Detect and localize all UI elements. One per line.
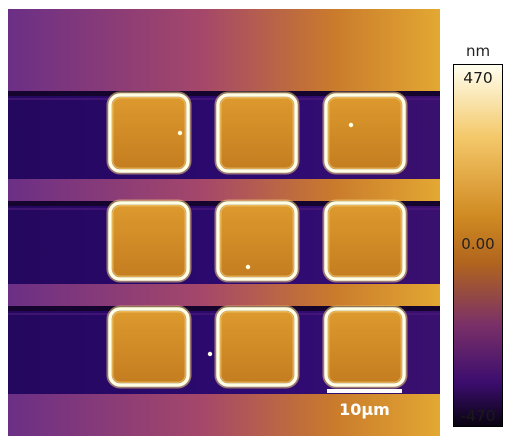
pad-rim xyxy=(324,93,406,173)
scale-bar xyxy=(327,389,402,393)
square-pad xyxy=(106,199,192,283)
pad-surface xyxy=(328,205,402,277)
pad-surface xyxy=(112,311,186,383)
pad-surface xyxy=(220,205,294,277)
pad-rim xyxy=(108,93,190,173)
pad-rim xyxy=(108,201,190,281)
square-pad-array xyxy=(106,91,408,389)
colorbar-mid-label: 0.00 xyxy=(461,235,495,253)
square-pad xyxy=(214,305,300,389)
pad-surface xyxy=(220,311,294,383)
pad-rim xyxy=(216,93,298,173)
pad-rim xyxy=(324,201,406,281)
debris-speck xyxy=(177,130,183,136)
square-pad xyxy=(322,199,408,283)
square-pad xyxy=(106,305,192,389)
debris-speck xyxy=(207,351,213,357)
square-pad xyxy=(214,91,300,175)
pad-rim xyxy=(216,307,298,387)
square-pad xyxy=(322,91,408,175)
scale-bar-label: 10μm xyxy=(339,400,390,419)
colorbar-max-label: 470 xyxy=(463,69,493,87)
pad-surface xyxy=(328,97,402,169)
colorbar-min-label: -470 xyxy=(460,407,496,425)
pad-surface xyxy=(112,205,186,277)
pad-rim xyxy=(216,201,298,281)
pad-rim xyxy=(324,307,406,387)
afm-height-map xyxy=(8,9,440,436)
colorbar-unit-label: nm xyxy=(465,42,491,60)
pad-rim xyxy=(108,307,190,387)
pad-surface xyxy=(220,97,294,169)
debris-speck xyxy=(245,264,251,270)
debris-speck xyxy=(348,122,354,128)
square-pad xyxy=(106,91,192,175)
square-pad xyxy=(214,199,300,283)
colorbar xyxy=(453,64,503,427)
pad-surface xyxy=(112,97,186,169)
square-pad xyxy=(322,305,408,389)
pad-surface xyxy=(328,311,402,383)
